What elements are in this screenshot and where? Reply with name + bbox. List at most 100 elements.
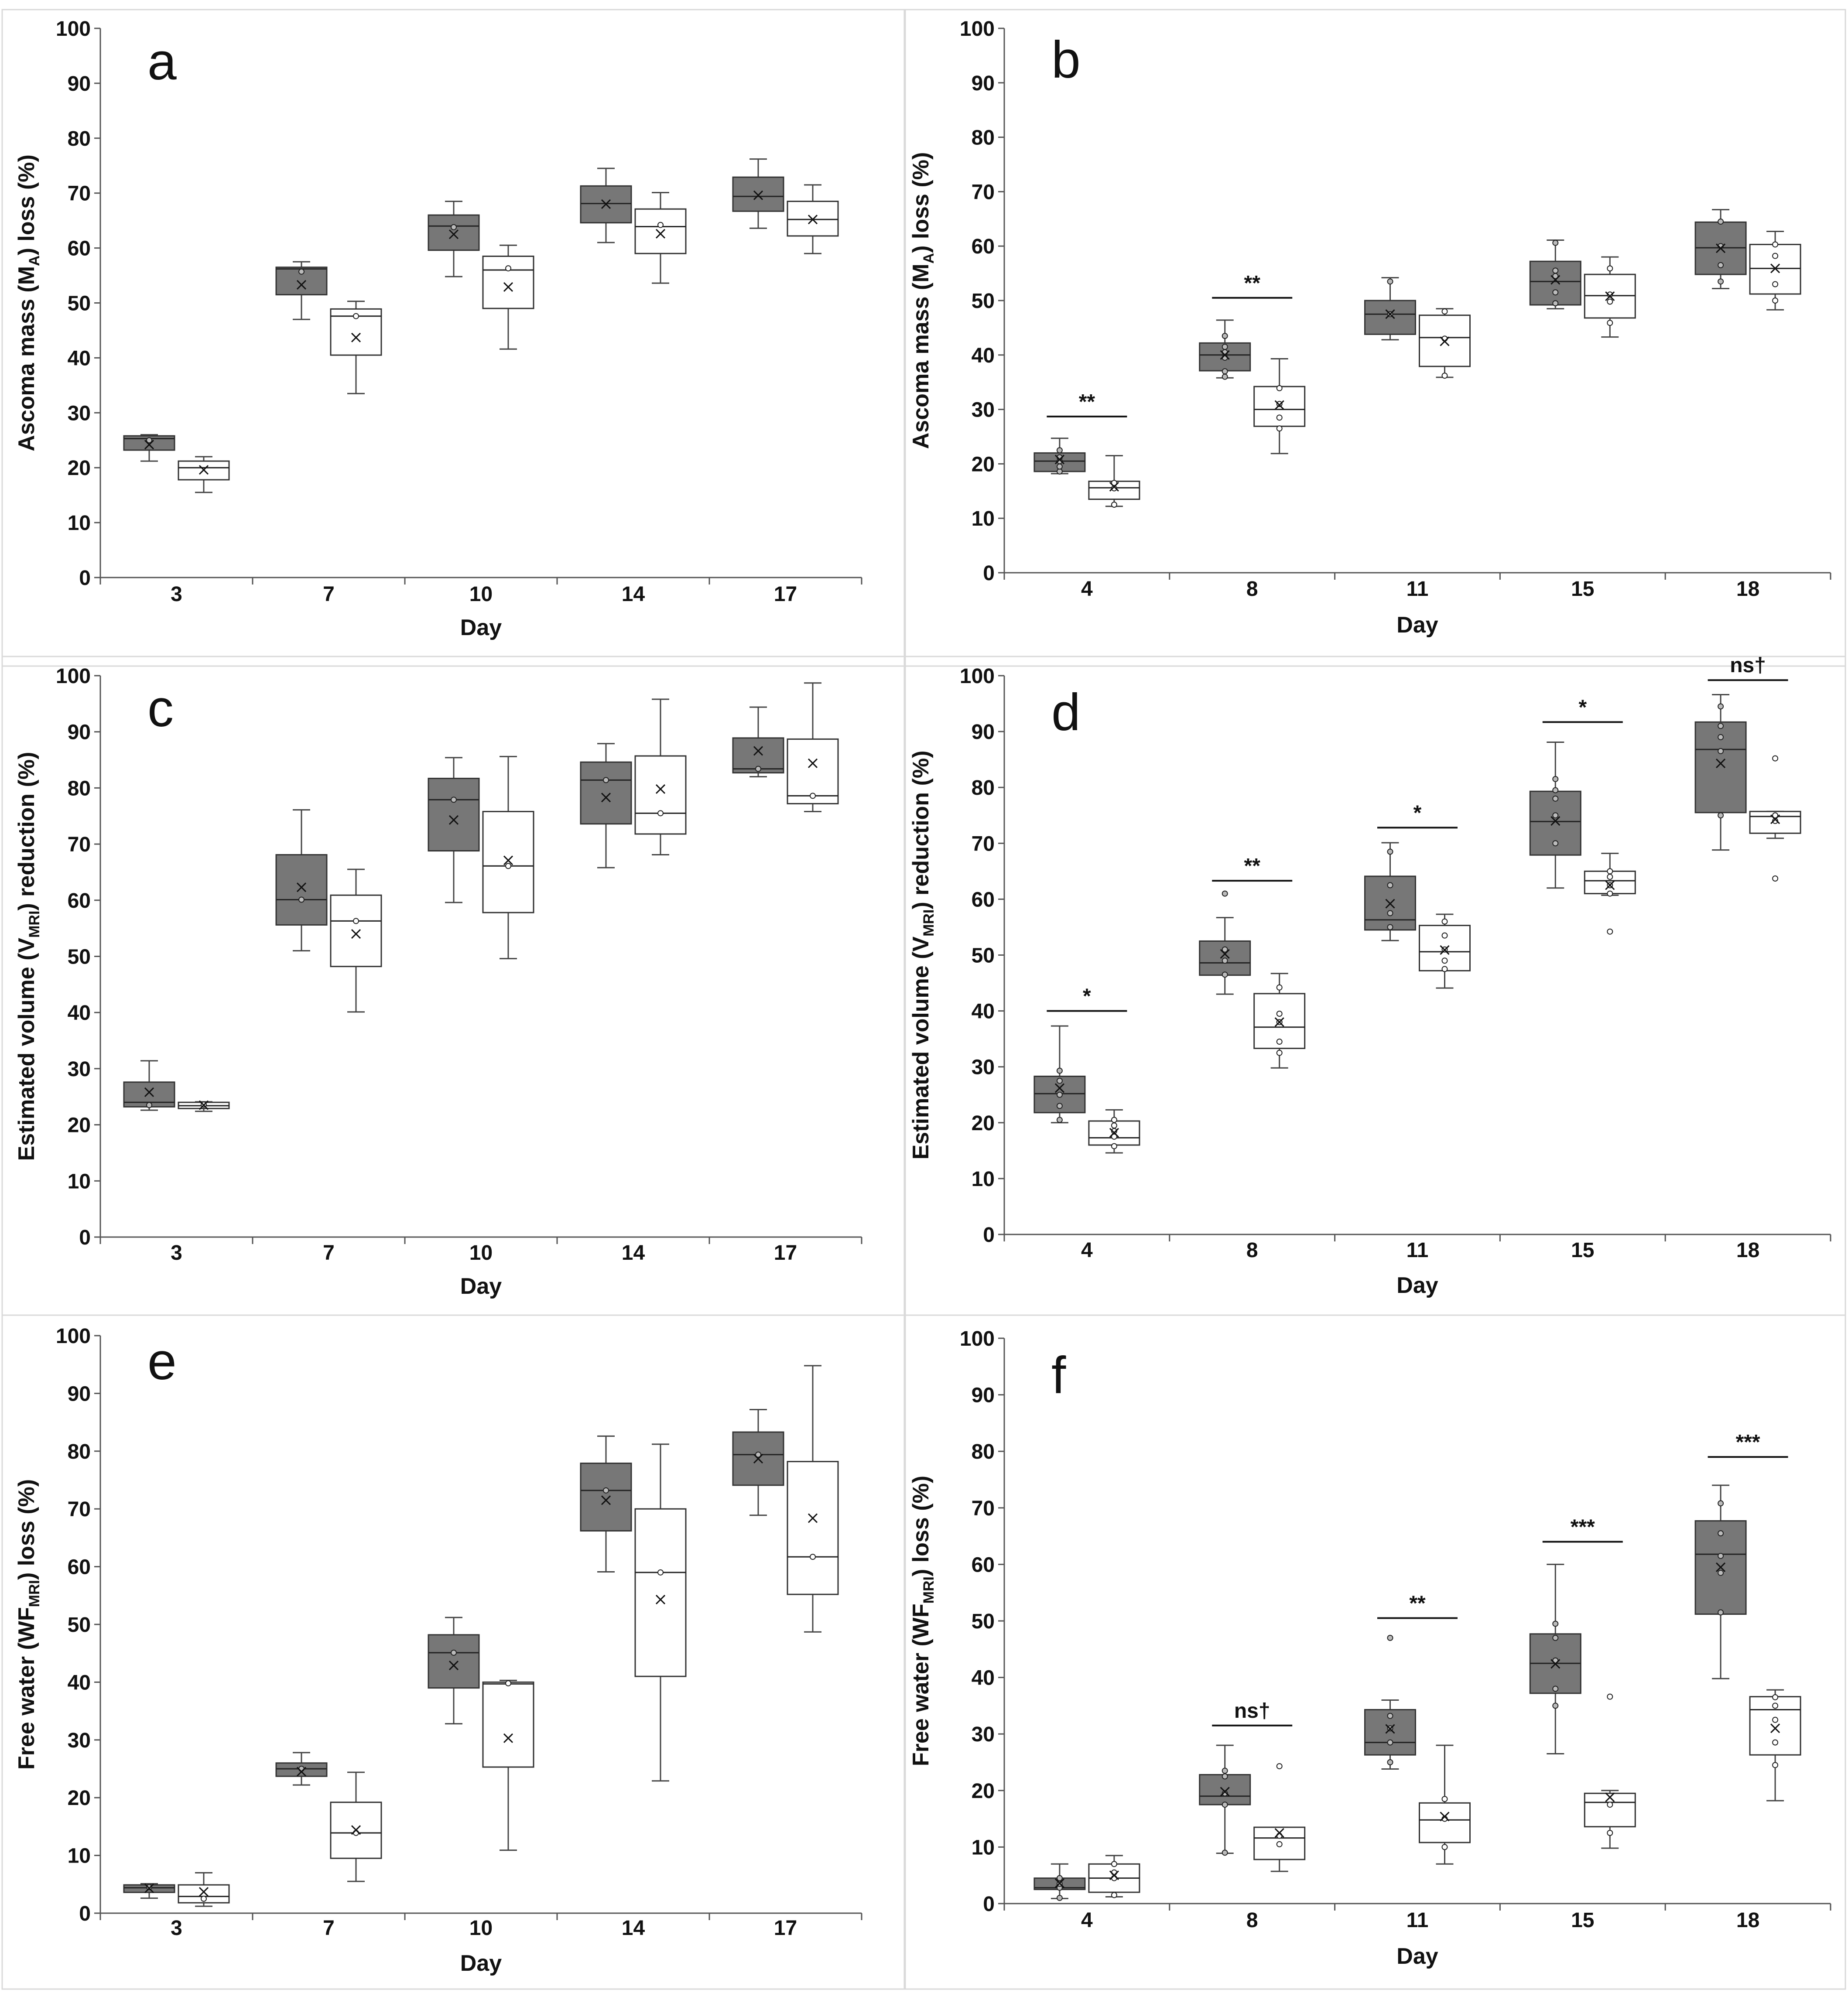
- box-white-3: [178, 1872, 230, 1907]
- x-tick-label: 10: [469, 1917, 493, 1940]
- mean-marker: [198, 465, 209, 475]
- box-grey-17: [732, 706, 784, 778]
- data-point: [755, 766, 761, 772]
- data-point: [1552, 1620, 1559, 1627]
- box-iqr: [787, 1461, 839, 1595]
- y-tick-label: 30: [972, 1723, 995, 1746]
- x-axis-title: Day: [460, 1274, 502, 1299]
- data-point: [298, 268, 305, 275]
- y-axis-title: Ascoma mass (MA) loss (%): [908, 152, 937, 449]
- x-tick-label: 8: [1246, 578, 1258, 601]
- panel-frame: [904, 1314, 1846, 1990]
- y-tick-label: 60: [972, 888, 995, 911]
- data-point: [1441, 966, 1448, 972]
- panel-letter: b: [1051, 31, 1081, 89]
- box-grey-8: [1199, 1744, 1251, 1856]
- data-point: [1718, 1552, 1724, 1559]
- data-point: [1552, 289, 1559, 296]
- mean-marker: [808, 1513, 818, 1523]
- mean-marker: [144, 1884, 154, 1894]
- x-tick-label: 11: [1407, 578, 1429, 601]
- box-grey-8: [1199, 319, 1251, 380]
- x-axis-title: Day: [460, 615, 502, 640]
- data-point: [657, 222, 664, 228]
- y-axis-title-tail: ) loss (%): [908, 152, 934, 253]
- mean-marker: [1109, 1870, 1119, 1880]
- data-point: [1111, 480, 1117, 486]
- y-axis-title-main: Estimated volume (V: [14, 938, 39, 1161]
- box-grey-14: [580, 1435, 632, 1573]
- y-axis-title-tail: ) loss (%): [14, 1479, 39, 1580]
- y-axis-title-main: Free water (WF: [14, 1607, 39, 1770]
- data-point: [1056, 1091, 1063, 1098]
- box-grey-18: [1694, 694, 1747, 851]
- data-point: [1276, 425, 1283, 432]
- panel-d: 0 10 20 30 40 50 60 70 80 90 100 4 8 11 15 18 Day Estimat…: [904, 654, 1846, 1316]
- x-tick-label: 17: [774, 583, 797, 606]
- y-tick-label: 60: [68, 1556, 91, 1579]
- data-point: [1441, 1796, 1448, 1802]
- box-white-15: [1584, 1693, 1636, 1849]
- x-tick-label: 18: [1736, 1909, 1759, 1932]
- box-grey-18: [1694, 209, 1747, 290]
- data-point: [1222, 946, 1228, 953]
- data-point: [755, 1451, 761, 1458]
- box-white-18: [1749, 755, 1801, 882]
- data-point: [1607, 320, 1613, 326]
- mean-marker: [753, 1453, 763, 1464]
- data-point: [1607, 1693, 1613, 1700]
- box-iqr: [482, 1681, 534, 1768]
- panel-letter: e: [147, 1332, 177, 1391]
- data-point: [1552, 812, 1559, 819]
- y-axis-title-subscript: A: [921, 253, 937, 264]
- significance-label: ***: [1736, 1431, 1760, 1454]
- box-white-17: [787, 1365, 839, 1633]
- data-point: [1056, 1895, 1063, 1901]
- mean-marker: [198, 1100, 209, 1110]
- data-point: [1056, 1077, 1063, 1084]
- box-white-10: [482, 244, 534, 350]
- data-point: [1718, 734, 1724, 740]
- y-tick-label: 0: [983, 562, 995, 585]
- box-grey-3: [123, 1060, 175, 1111]
- y-tick-label: 50: [68, 292, 91, 315]
- data-point: [1718, 1530, 1724, 1537]
- panel-letter: c: [147, 679, 174, 738]
- x-tick-label: 4: [1081, 1239, 1093, 1262]
- mean-marker: [808, 215, 818, 225]
- data-point: [1387, 1759, 1393, 1765]
- mean-marker: [601, 1495, 611, 1505]
- y-axis-title-subscript: MRI: [26, 1580, 43, 1607]
- box-iqr: [634, 208, 687, 254]
- data-point: [1387, 1634, 1393, 1641]
- box-white-7: [330, 301, 382, 394]
- panel-letter: a: [147, 32, 177, 91]
- mean-marker: [1220, 350, 1230, 360]
- data-point: [1222, 373, 1228, 380]
- y-tick-label: 90: [68, 1382, 91, 1405]
- box-white-14: [634, 698, 687, 856]
- data-point: [1222, 344, 1228, 350]
- box-iqr: [1199, 1774, 1251, 1805]
- x-tick-label: 14: [622, 1917, 645, 1940]
- box-grey-14: [580, 743, 632, 868]
- data-point: [1607, 291, 1613, 298]
- box-grey-15: [1529, 239, 1581, 310]
- mean-marker: [1220, 1787, 1230, 1797]
- data-point: [810, 793, 816, 799]
- mean-marker: [1550, 1659, 1561, 1669]
- x-tick-label: 7: [323, 1917, 335, 1940]
- mean-marker: [1054, 1878, 1064, 1888]
- y-tick-label: 90: [972, 721, 995, 744]
- data-point: [1772, 875, 1779, 882]
- data-point: [1552, 840, 1559, 847]
- data-point: [1276, 401, 1283, 407]
- data-point: [1111, 1892, 1117, 1898]
- y-tick-label: 10: [972, 1168, 995, 1191]
- x-tick-label: 8: [1246, 1239, 1258, 1262]
- box-iqr: [428, 1634, 480, 1689]
- mean-marker: [1550, 816, 1561, 826]
- data-point: [1387, 882, 1393, 889]
- data-point: [353, 918, 359, 924]
- data-point: [1718, 812, 1724, 819]
